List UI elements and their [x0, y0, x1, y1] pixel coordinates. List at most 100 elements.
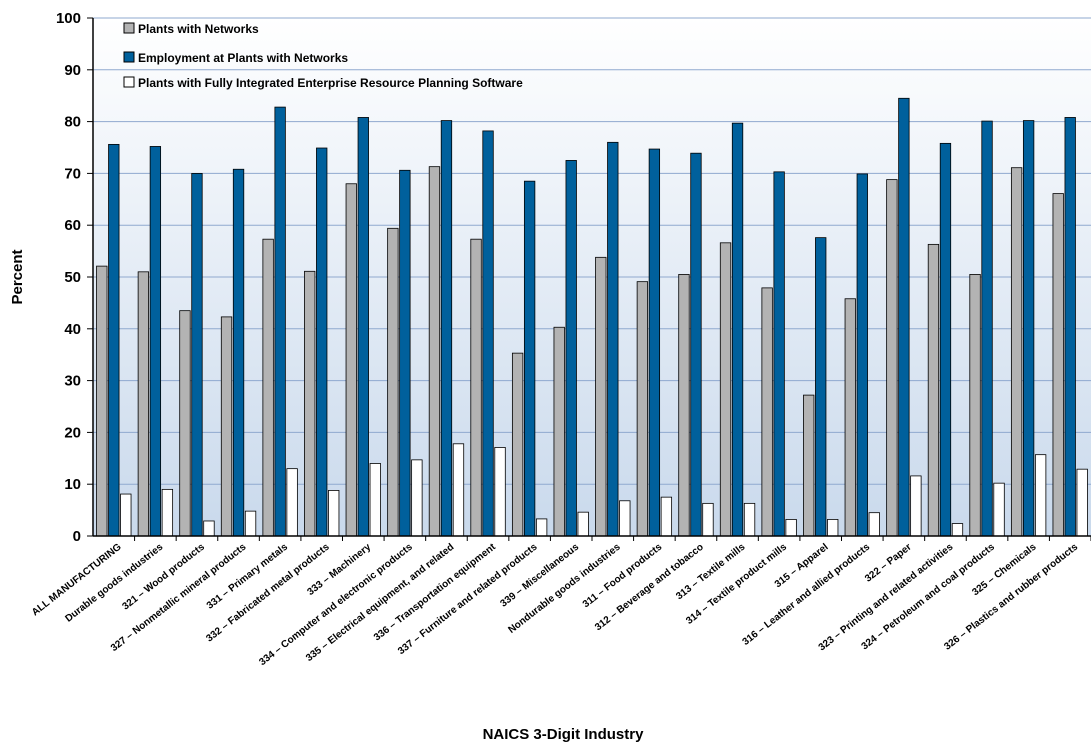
- bar: [1064, 117, 1076, 537]
- y-tick-label: 50: [64, 269, 81, 286]
- bar: [1010, 167, 1023, 537]
- bar: [761, 287, 773, 537]
- bar: [535, 518, 548, 537]
- bar: [523, 180, 536, 537]
- bar: [951, 523, 964, 537]
- legend-swatch-0: [123, 22, 135, 34]
- x-tick-label: 313 – Textile mills: [674, 541, 748, 602]
- y-tick-label: 100: [56, 10, 81, 27]
- bar: [619, 500, 631, 537]
- bar: [743, 502, 756, 537]
- bar: [482, 130, 494, 537]
- bar: [1034, 454, 1047, 537]
- y-tick-label: 0: [73, 528, 81, 545]
- bar: [220, 316, 233, 537]
- legend-label-0: Plants with Networks: [138, 22, 259, 36]
- bar: [636, 281, 649, 537]
- bar: [137, 271, 150, 537]
- y-tick-label: 80: [64, 114, 81, 131]
- x-axis-title: NAICS 3-Digit Industry: [483, 726, 644, 743]
- bar: [660, 496, 673, 537]
- bar: [910, 475, 922, 537]
- bar: [1022, 120, 1035, 537]
- bar: [470, 238, 482, 537]
- bar: [304, 270, 316, 537]
- bar: [494, 447, 506, 537]
- gridlines: [93, 17, 1091, 485]
- bar: [511, 352, 524, 537]
- bar: [577, 511, 589, 537]
- x-tick-label: 335 – Electrical equipment, and related: [304, 542, 456, 664]
- bar: [440, 120, 453, 537]
- bar: [274, 106, 286, 537]
- bar: [702, 502, 714, 537]
- bar: [1076, 468, 1088, 537]
- bars: [96, 97, 1088, 537]
- bar: [286, 468, 298, 537]
- bar: [387, 227, 399, 537]
- bar: [773, 171, 785, 537]
- bar: [868, 512, 880, 537]
- legend-swatch-1: [123, 51, 135, 63]
- bar: [595, 256, 607, 537]
- bar: [369, 463, 381, 537]
- bar: [1052, 193, 1064, 537]
- x-tick-label: 311 – Food products: [581, 541, 665, 610]
- y-tick-label: 10: [64, 476, 81, 493]
- bar: [981, 120, 993, 537]
- bar: [191, 172, 203, 537]
- bar: [719, 242, 732, 537]
- bar: [927, 243, 940, 537]
- bar: [357, 117, 369, 537]
- x-tick-label: 339 – Miscellaneous: [498, 541, 581, 609]
- bar: [120, 493, 132, 537]
- bar: [827, 519, 839, 537]
- bar: [262, 238, 274, 537]
- bar: [648, 148, 661, 537]
- y-axis-title: Percent: [9, 249, 26, 304]
- bar: [161, 488, 174, 537]
- bar: [678, 274, 690, 537]
- bar: [244, 510, 257, 537]
- bar: [607, 141, 619, 537]
- y-tick-label: 70: [64, 165, 81, 182]
- legend: Plants with Networks Employment at Plant…: [123, 22, 523, 90]
- y-tick-label: 20: [64, 424, 81, 441]
- bar: [993, 482, 1005, 537]
- bar: [316, 147, 328, 537]
- bar: [232, 168, 245, 537]
- bar: [898, 97, 910, 537]
- bar: [328, 490, 340, 537]
- bar: [428, 166, 441, 537]
- bar: [411, 459, 423, 537]
- bar: [856, 173, 868, 537]
- bar: [690, 152, 702, 537]
- y-axis-ticks: 0 10 20 30 40 50 60 70 80 90 100: [56, 10, 93, 545]
- bar: [815, 237, 827, 537]
- bar: [553, 326, 565, 537]
- y-tick-label: 30: [64, 373, 81, 390]
- legend-label-2: Plants with Fully Integrated Enterprise …: [138, 76, 523, 90]
- y-tick-label: 40: [64, 321, 81, 338]
- bar: [969, 274, 981, 537]
- bar: [803, 394, 815, 537]
- y-tick-label: 90: [64, 62, 81, 79]
- bar: [565, 160, 577, 537]
- bar: [399, 169, 411, 537]
- legend-label-1: Employment at Plants with Networks: [138, 51, 348, 65]
- bar: [345, 183, 357, 537]
- bar: [939, 142, 952, 537]
- bar: [149, 146, 162, 537]
- bar: [108, 143, 120, 537]
- bar: [96, 265, 108, 537]
- bar: [731, 122, 744, 537]
- bar: [785, 519, 797, 537]
- bar: [179, 310, 191, 537]
- bar: [886, 179, 898, 537]
- bar: [844, 298, 856, 537]
- legend-swatch-2: [123, 76, 135, 88]
- bar: [203, 520, 215, 537]
- y-tick-label: 60: [64, 217, 81, 234]
